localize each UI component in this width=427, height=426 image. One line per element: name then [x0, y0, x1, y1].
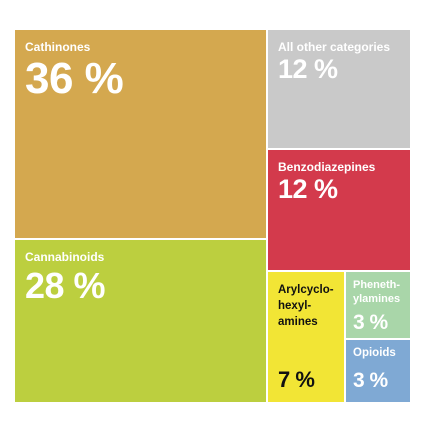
tile-value: 12 % — [278, 174, 338, 204]
tile-value: 3 % — [353, 369, 388, 392]
tile-label: All other categories — [278, 40, 391, 54]
tile-opioids: Opioids 3 % — [346, 340, 410, 402]
tile-cathinones: Cathinones 36 % — [15, 30, 266, 238]
tile-label: Cannabinoids — [25, 250, 105, 264]
tile-label: Benzodiazepines — [278, 160, 376, 174]
tile-label: Cathinones — [25, 40, 91, 54]
tile-value: 36 % — [25, 54, 124, 103]
tile-all-other-categories: All other categories 12 % — [268, 30, 410, 148]
tile-benzodiazepines: Benzodiazepines 12 % — [268, 150, 410, 270]
tile-cannabinoids: Cannabinoids 28 % — [15, 240, 266, 402]
tile-arylcyclohexylamines: Arylcyclo- hexyl- amines 7 % — [268, 272, 344, 402]
tile-label: Opioids — [353, 347, 396, 359]
tile-value: 3 % — [353, 311, 388, 334]
tile-value: 7 % — [278, 367, 315, 392]
tile-value: 12 % — [278, 54, 338, 84]
tile-value: 28 % — [25, 265, 106, 306]
tile-label: Arylcyclo- hexyl- amines — [278, 284, 334, 328]
tile-label: Phene­th-ylamines — [353, 279, 401, 305]
tile-phenethylamines: Phene­th-ylamines 3 % — [346, 272, 410, 338]
